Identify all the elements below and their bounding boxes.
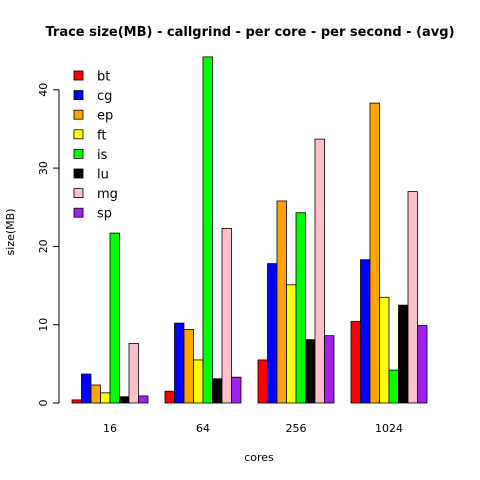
bar-sp-1024 — [417, 325, 428, 404]
bar-sp-64 — [231, 376, 242, 404]
bar-mg-16 — [128, 343, 139, 404]
legend-swatch-bt — [73, 70, 84, 81]
bar-cg-64 — [174, 322, 185, 404]
bar-lu-1024 — [398, 304, 409, 404]
legend-label-lu: lu — [97, 168, 109, 183]
bars — [71, 56, 428, 404]
chart-title: Trace size(MB) - callgrind - per core - … — [45, 25, 454, 40]
bar-bt-256 — [257, 359, 268, 404]
x-tick-label: 64 — [196, 422, 210, 435]
bar-bt-16 — [71, 399, 82, 404]
y-tick-label: 20 — [37, 239, 50, 253]
y-tick-label: 10 — [37, 318, 50, 332]
bar-lu-256 — [305, 339, 316, 404]
bar-ep-16 — [90, 384, 101, 404]
y-axis-label: size(MB) — [4, 209, 17, 256]
bar-ft-256 — [286, 284, 297, 404]
bar-ft-1024 — [379, 296, 390, 404]
legend-label-bt: bt — [97, 70, 110, 85]
bar-is-256 — [295, 212, 306, 404]
x-tick-label: 1024 — [375, 422, 403, 435]
legend: bt cg ep ft is lu mg sp — [73, 70, 118, 222]
legend-swatch-mg — [73, 188, 84, 199]
bar-lu-64 — [212, 378, 223, 404]
bar-mg-1024 — [407, 191, 418, 404]
legend-swatch-ft — [73, 129, 84, 140]
x-tick-label: 256 — [286, 422, 307, 435]
y-axis: 0 10 20 30 40 — [37, 83, 60, 407]
legend-swatch-is — [73, 148, 84, 159]
bar-lu-16 — [119, 396, 130, 404]
bar-is-16 — [109, 232, 120, 404]
bar-mg-256 — [314, 138, 325, 404]
legend-swatch-sp — [73, 207, 84, 218]
bar-ep-64 — [183, 328, 194, 404]
bar-sp-256 — [324, 335, 335, 404]
bar-mg-64 — [221, 227, 232, 404]
bar-is-64 — [202, 56, 213, 404]
x-tick-label: 16 — [103, 422, 117, 435]
bar-is-1024 — [388, 369, 399, 404]
bar-ep-1024 — [369, 102, 380, 404]
bar-ft-64 — [193, 359, 204, 404]
legend-swatch-cg — [73, 90, 84, 100]
bar-cg-1024 — [360, 259, 371, 404]
bar-cg-256 — [267, 263, 278, 404]
y-tick-label: 0 — [37, 400, 50, 407]
bar-ep-256 — [276, 200, 287, 404]
legend-label-ft: ft — [97, 128, 106, 143]
bar-bt-64 — [164, 390, 175, 404]
x-axis: 16 64 256 1024 — [103, 422, 403, 435]
legend-label-mg: mg — [97, 187, 118, 202]
legend-label-ep: ep — [97, 109, 113, 124]
y-tick-label: 40 — [37, 83, 50, 97]
bar-cg-16 — [81, 373, 92, 404]
legend-label-sp: sp — [97, 207, 112, 222]
x-axis-label: cores — [244, 451, 274, 464]
y-tick-label: 30 — [37, 161, 50, 175]
legend-swatch-lu — [73, 168, 84, 179]
bar-bt-1024 — [350, 321, 361, 404]
legend-label-cg: cg — [97, 89, 112, 104]
legend-swatch-ep — [73, 109, 84, 120]
legend-label-is: is — [97, 148, 108, 163]
bar-sp-16 — [138, 395, 149, 404]
bar-ft-16 — [100, 392, 111, 404]
